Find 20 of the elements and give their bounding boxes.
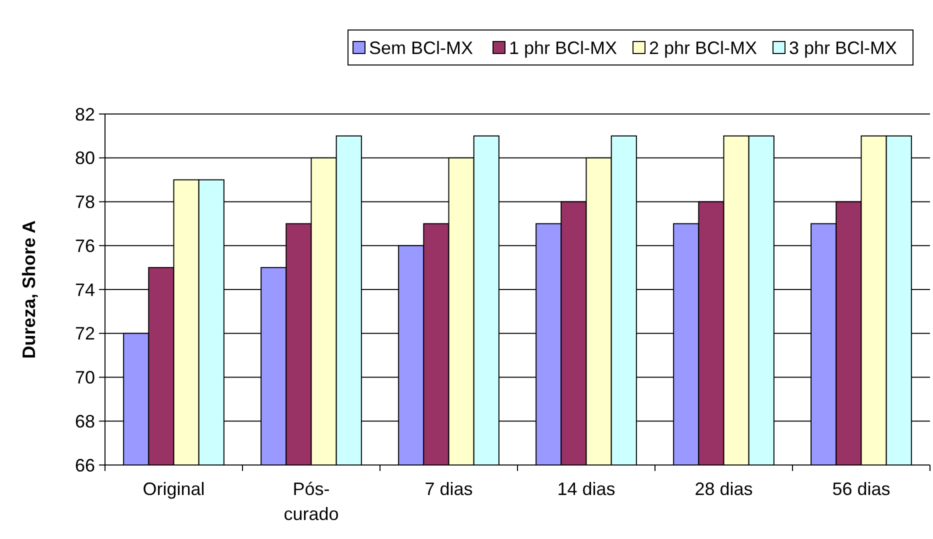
y-tick-label: 66 xyxy=(74,455,95,476)
y-tick-label: 68 xyxy=(74,411,95,432)
legend-label: Sem BCl-MX xyxy=(369,38,474,58)
y-tick-label: 82 xyxy=(74,104,95,124)
legend-label: 3 phr BCl-MX xyxy=(789,38,898,58)
x-tick-label: Original xyxy=(142,479,205,499)
x-tick-label: Pós-curado xyxy=(284,479,339,524)
y-tick-label: 80 xyxy=(74,148,95,168)
x-tick-label: 28 dias xyxy=(694,479,753,499)
legend-label: 2 phr BCl-MX xyxy=(649,38,758,58)
x-tick-label: 7 dias xyxy=(424,479,473,499)
y-tick-label: 76 xyxy=(74,236,95,256)
y-tick-label: 74 xyxy=(74,280,95,300)
y-tick-label: 78 xyxy=(74,192,95,212)
legend-label: 1 phr BCl-MX xyxy=(509,38,618,58)
x-tick-label: 56 dias xyxy=(832,479,890,499)
y-axis-title: Dureza, Shore A xyxy=(19,220,39,359)
x-tick-label: 14 dias xyxy=(557,479,616,499)
y-tick-label: 70 xyxy=(74,368,95,388)
y-tick-label: 72 xyxy=(74,324,95,344)
